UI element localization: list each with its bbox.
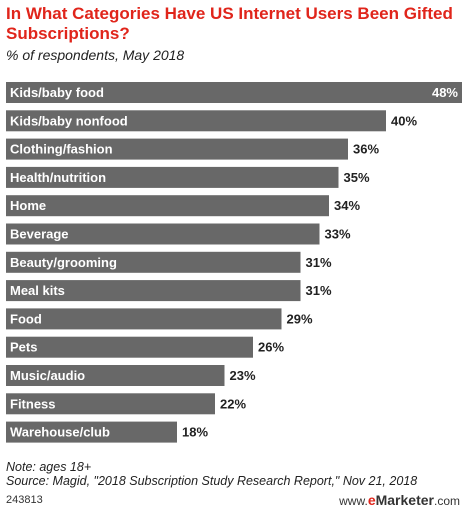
- bar: [6, 251, 301, 273]
- brand-suffix: .com: [433, 494, 460, 508]
- value-label: 26%: [258, 340, 284, 355]
- category-label: Beauty/grooming: [10, 255, 117, 270]
- value-label: 31%: [306, 283, 332, 298]
- category-label: Pets: [10, 340, 37, 355]
- bar: [6, 223, 320, 245]
- category-label: Music/audio: [10, 368, 85, 383]
- brand-e: e: [367, 492, 376, 508]
- brand-prefix: www.: [339, 494, 368, 508]
- bar: [6, 82, 462, 103]
- bar-chart: Kids/baby food 48% Kids/baby nonfood 40% Clo…: [6, 82, 462, 443]
- brand-name: Marketer: [375, 492, 434, 508]
- value-label: 31%: [306, 255, 332, 270]
- category-label: Fitness: [10, 396, 56, 411]
- bar: [6, 138, 348, 160]
- chart-subtitle: % of respondents, May 2018: [6, 47, 185, 63]
- value-label: 18%: [182, 425, 208, 440]
- category-label: Meal kits: [10, 283, 65, 298]
- value-label: 33%: [325, 227, 351, 242]
- value-label: 23%: [230, 368, 256, 383]
- value-label: 34%: [334, 198, 360, 213]
- category-label: Warehouse/club: [10, 425, 110, 440]
- bar: [6, 166, 339, 188]
- bar: [6, 421, 177, 443]
- chart-source: Source: Magid, "2018 Subscription Study …: [6, 474, 418, 488]
- category-label: Clothing/fashion: [10, 142, 113, 157]
- chart-id: 243813: [6, 494, 43, 506]
- category-label: Kids/baby food: [10, 85, 104, 100]
- category-label: Home: [10, 198, 46, 213]
- bar: [6, 110, 386, 132]
- category-label: Health/nutrition: [10, 170, 106, 185]
- value-label: 48%: [432, 85, 458, 100]
- chart-title: In What Categories Have US Internet User…: [6, 4, 453, 43]
- category-label: Kids/baby nonfood: [10, 113, 128, 128]
- bar: [6, 336, 253, 358]
- bar: [6, 393, 215, 415]
- value-label: 35%: [344, 170, 370, 185]
- emarketer-logo[interactable]: www.eMarketer.com: [339, 492, 460, 508]
- bar: [6, 308, 282, 330]
- value-label: 29%: [287, 311, 313, 326]
- bar: [6, 195, 329, 217]
- bar: [6, 365, 225, 386]
- chart-note: Note: ages 18+: [6, 460, 92, 474]
- value-label: 40%: [391, 113, 417, 128]
- value-label: 36%: [353, 142, 379, 157]
- category-label: Food: [10, 311, 42, 326]
- value-label: 22%: [220, 396, 246, 411]
- bar: [6, 280, 301, 302]
- category-label: Beverage: [10, 227, 69, 242]
